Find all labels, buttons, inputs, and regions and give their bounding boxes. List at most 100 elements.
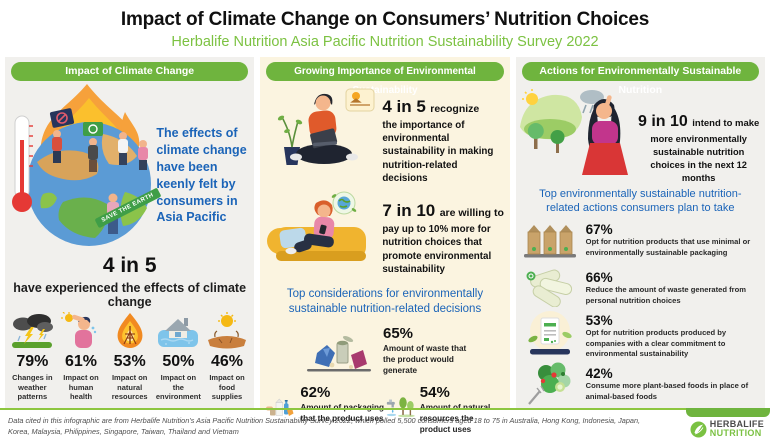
column-environmental-sustainability: Growing Importance of Environmental Sust… <box>260 57 510 434</box>
middle-stat-suffix: recognize <box>430 103 480 115</box>
column-header-right: Actions for Environmentally Sustainable … <box>521 62 759 96</box>
herbalife-logo: HERBALIFE NUTRITION <box>690 420 764 438</box>
stat-label: Consume more plant-based foods in place … <box>585 381 749 401</box>
logo-text: HERBALIFE NUTRITION <box>710 420 764 438</box>
woman-in-nature-illustration <box>519 89 628 175</box>
middle-big-stat: 4 in 5 <box>382 97 426 116</box>
middle-stat-suffix: are willing to <box>439 207 504 220</box>
middle-item-text: 4 in 5 recognize the importance of envir… <box>382 85 500 185</box>
stat-label: Amount of packaging that the product use… <box>300 403 384 424</box>
waste-pile-icon <box>306 335 371 372</box>
stat-label: Changes in weather patterns <box>12 372 53 402</box>
stat-value: 46% <box>211 352 244 370</box>
page-title: Impact of Climate Change on Consumers’ N… <box>120 9 650 30</box>
middle-stat-packaging: 62% Amount of packaging that the product… <box>266 384 385 435</box>
right-stat-text: more environmentally sustainable nutriti… <box>650 134 747 184</box>
left-big-stat-caption: have experienced the effects of climate … <box>13 281 247 309</box>
stat-label: Opt for nutrition products produced by c… <box>585 328 727 358</box>
stat-value: 53% <box>113 352 146 370</box>
stat-value: 61% <box>64 352 98 370</box>
column-impact-of-climate-change: Impact of Climate Change <box>5 57 255 408</box>
logo-line2: NUTRITION <box>709 428 762 438</box>
natural-resources-icon <box>386 397 415 418</box>
stat-value: 42% <box>585 366 613 382</box>
stat-label: Amount of natural resources the product … <box>419 403 491 435</box>
stat-value: 62% <box>300 383 331 401</box>
action-text-block: 67% Opt for nutrition products that use … <box>586 222 759 258</box>
middle-stat-text: the importance of environmental sustaina… <box>382 120 494 184</box>
herbalife-leaf-icon <box>690 421 707 437</box>
stat-value: 67% <box>585 222 613 238</box>
footer-divider <box>0 408 770 410</box>
stat-health: 61% Impact on human health <box>57 311 106 402</box>
right-big-stat: 9 in 10 <box>638 113 688 130</box>
middle-item-recognize: 4 in 5 recognize the importance of envir… <box>264 85 505 185</box>
stat-label: Reduce the amount of waste generated fro… <box>585 285 746 305</box>
climate-intro-text: The effects of climate change have been … <box>156 126 247 225</box>
woman-on-couch-illustration <box>267 191 367 262</box>
stat-label: Impact on the environment <box>155 372 201 402</box>
cartons-icon <box>523 224 576 258</box>
action-plant-based: 42% Consume more plant-based foods in pl… <box>522 361 759 408</box>
column-sustainable-actions: Actions for Environmentally Sustainable … <box>515 57 765 408</box>
stat-label: Impact on natural resources <box>111 372 148 402</box>
stat-weather: 79% Changes in weather patterns <box>8 312 57 402</box>
stat-value: 54% <box>419 383 450 401</box>
fire-icon <box>117 312 143 348</box>
action-text-block: 66% Reduce the amount of waste generated… <box>586 270 759 306</box>
right-top-block: 9 in 10 intend to make more environmenta… <box>516 83 765 185</box>
columns: Impact of Climate Change <box>5 57 765 434</box>
action-text-block: 53% Opt for nutrition products produced … <box>586 313 759 359</box>
people-figures <box>52 130 148 234</box>
middle-stat-text-block: 54% Amount of natural resources the prod… <box>420 384 504 435</box>
column-header-left: Impact of Climate Change <box>11 62 249 81</box>
stat-value: 50% <box>162 352 195 370</box>
heat-health-icon <box>61 311 97 348</box>
stat-label: Impact on human health <box>63 372 99 402</box>
middle-subheading: Top considerations for environmentally s… <box>286 288 484 316</box>
drought-icon <box>208 311 247 349</box>
page-subtitle: Herbalife Nutrition Asia Pacific Nutriti… <box>171 34 599 50</box>
climate-impact-stats: 79% Changes in weather patterns <box>8 311 252 402</box>
action-reduce-waste: 66% Reduce the amount of waste generated… <box>522 265 759 312</box>
middle-stat-waste: 65% Amount of waste that the product wou… <box>260 325 509 380</box>
stat-label: Opt for nutrition products that use mini… <box>585 237 751 257</box>
right-stat-suffix: intend to make <box>692 118 760 129</box>
storm-icon <box>12 313 54 348</box>
footer-green-tab <box>686 408 770 417</box>
middle-stat-text: pay up to 10% more for nutrition choices… <box>382 224 492 275</box>
right-item-text: 9 in 10 intend to make more environmenta… <box>638 83 760 185</box>
middle-big-stat: 7 in 10 <box>382 201 436 221</box>
salad-icon <box>527 362 571 405</box>
column-header-middle: Growing Importance of Environmental Sust… <box>266 62 504 96</box>
stat-value: 65% <box>382 324 414 342</box>
logo-line1: HERBALIFE <box>709 419 764 429</box>
middle-stat-text-block: 65% Amount of waste that the product wou… <box>383 325 467 380</box>
man-with-laptop-illustration <box>278 88 375 165</box>
middle-item-text: 7 in 10 are willing to pay up to 10% mor… <box>382 189 504 279</box>
stat-value: 53% <box>585 313 613 329</box>
middle-stat-text-block: 62% Amount of packaging that the product… <box>300 384 385 424</box>
stat-label: Amount of waste that the product would g… <box>382 343 467 376</box>
burning-earth-illustration <box>12 84 151 246</box>
action-text-block: 42% Consume more plant-based foods in pl… <box>586 366 759 402</box>
left-big-stat: 4 in 5 <box>102 254 157 277</box>
action-minimal-packaging: 67% Opt for nutrition products that use … <box>522 217 759 264</box>
stat-natural-resources: 53% Impact on natural resources <box>105 312 154 402</box>
stat-environment: 50% Impact on the environment <box>154 312 203 402</box>
stat-value: 66% <box>585 270 613 286</box>
middle-stat-resources: 54% Amount of natural resources the prod… <box>385 384 504 435</box>
right-subheading: Top environmentally sustainable nutritio… <box>539 188 742 215</box>
header: Impact of Climate Change on Consumers’ N… <box>0 0 770 50</box>
data-citation: Data cited in this infographic are from … <box>8 416 641 437</box>
packets-icon <box>526 269 572 308</box>
middle-bottom-stats: 62% Amount of packaging that the product… <box>266 384 503 435</box>
middle-item-willing-to-pay: 7 in 10 are willing to pay up to 10% mor… <box>264 189 505 279</box>
stat-value: 79% <box>16 352 49 370</box>
stat-food-supplies: 46% Impact on food supplies <box>203 311 252 402</box>
action-committed-companies: 53% Opt for nutrition products produced … <box>522 310 759 360</box>
flood-icon <box>158 317 199 347</box>
stat-label: Impact on food supplies <box>209 372 245 402</box>
sustainable-company-icon <box>528 310 572 355</box>
